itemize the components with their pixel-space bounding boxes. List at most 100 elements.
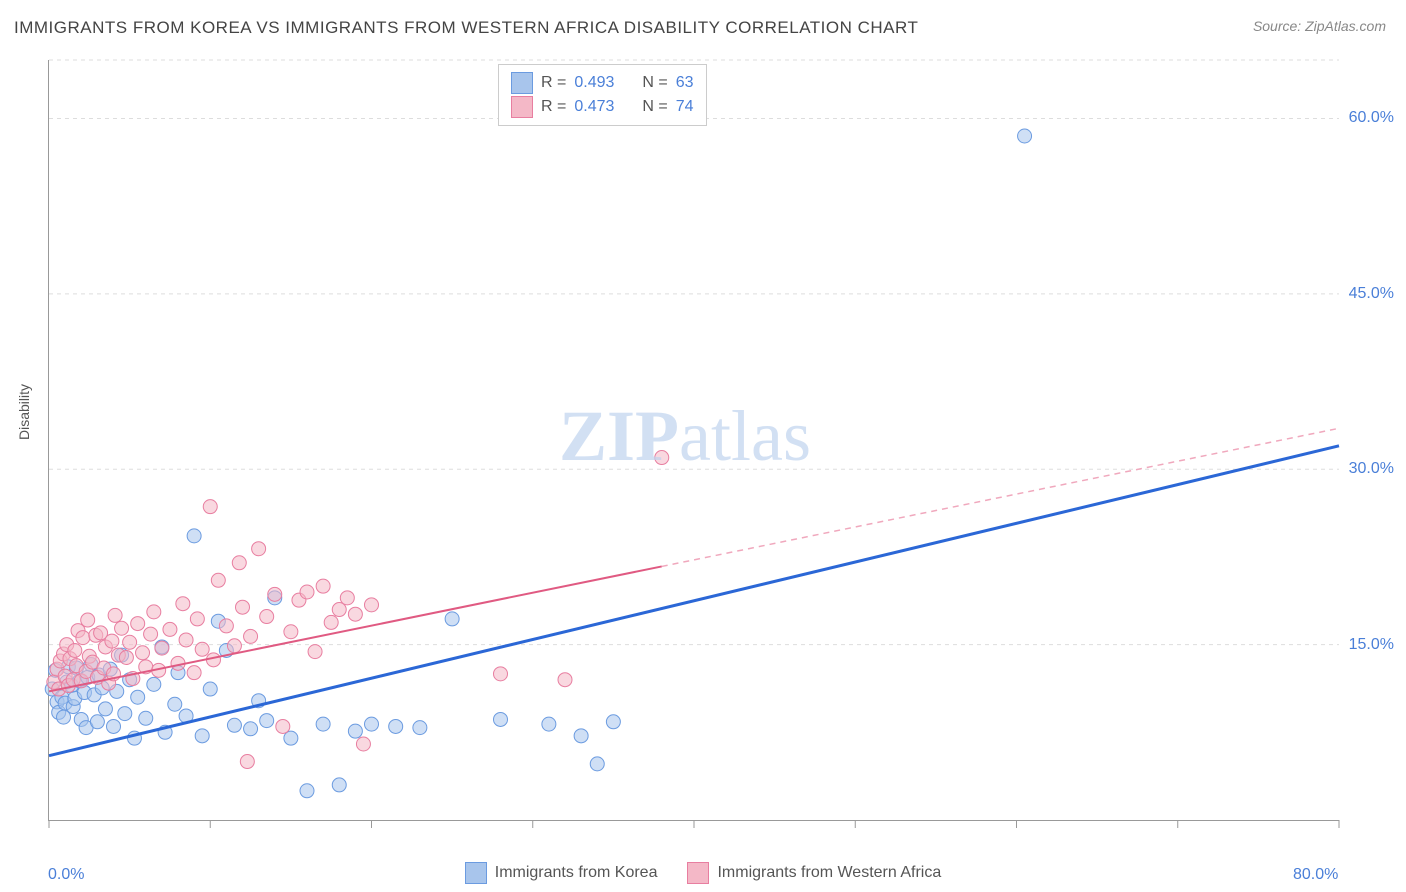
data-point — [107, 719, 121, 733]
data-point — [1018, 129, 1032, 143]
data-point — [389, 719, 403, 733]
data-point — [179, 633, 193, 647]
data-point — [590, 757, 604, 771]
data-point — [155, 641, 169, 655]
data-point — [131, 690, 145, 704]
x-tick-label: 80.0% — [1293, 866, 1338, 884]
trend-line-extrapolated — [662, 428, 1339, 566]
data-point — [232, 556, 246, 570]
y-axis-label: Disability — [16, 384, 32, 440]
data-point — [494, 712, 508, 726]
data-point — [227, 718, 241, 732]
legend-series-item: Immigrants from Korea — [465, 862, 658, 884]
data-point — [119, 650, 133, 664]
data-point — [168, 697, 182, 711]
data-point — [445, 612, 459, 626]
data-point — [308, 645, 322, 659]
data-point — [542, 717, 556, 731]
data-point — [195, 729, 209, 743]
legend-swatch — [511, 72, 533, 94]
legend-series-label: Immigrants from Western Africa — [717, 864, 941, 882]
plot-area: ZIPatlas — [48, 60, 1339, 821]
n-value: 63 — [676, 71, 694, 95]
data-point — [81, 613, 95, 627]
data-point — [187, 666, 201, 680]
data-point — [316, 717, 330, 731]
data-point — [300, 784, 314, 798]
data-point — [211, 573, 225, 587]
y-tick-label: 15.0% — [1349, 636, 1394, 654]
legend-series-label: Immigrants from Korea — [495, 864, 658, 882]
data-point — [655, 451, 669, 465]
data-point — [240, 755, 254, 769]
data-point — [606, 715, 620, 729]
data-point — [356, 737, 370, 751]
legend-series: Immigrants from Korea Immigrants from Wes… — [0, 862, 1406, 884]
r-value: 0.473 — [574, 95, 614, 119]
data-point — [244, 722, 258, 736]
data-point — [413, 721, 427, 735]
data-point — [203, 682, 217, 696]
legend-series-item: Immigrants from Western Africa — [687, 862, 941, 884]
r-label: R = — [541, 95, 566, 119]
y-tick-label: 45.0% — [1349, 285, 1394, 303]
legend-swatch — [511, 96, 533, 118]
data-point — [139, 711, 153, 725]
data-point — [108, 608, 122, 622]
source-label: Source: ZipAtlas.com — [1253, 18, 1386, 34]
data-point — [558, 673, 572, 687]
data-point — [219, 619, 233, 633]
data-point — [195, 642, 209, 656]
x-tick-label: 0.0% — [48, 866, 84, 884]
data-point — [244, 629, 258, 643]
data-point — [105, 634, 119, 648]
data-point — [365, 598, 379, 612]
data-point — [365, 717, 379, 731]
data-point — [190, 612, 204, 626]
legend-correlation: R =0.493N =63R =0.473N =74 — [498, 64, 707, 126]
n-value: 74 — [676, 95, 694, 119]
legend-correlation-row: R = 0.473 N = 74 — [511, 95, 694, 119]
data-point — [187, 529, 201, 543]
data-point — [176, 597, 190, 611]
y-tick-label: 60.0% — [1349, 109, 1394, 127]
data-point — [147, 677, 161, 691]
data-point — [268, 587, 282, 601]
data-point — [90, 715, 104, 729]
data-point — [147, 605, 161, 619]
n-label: N = — [642, 95, 667, 119]
data-point — [574, 729, 588, 743]
data-point — [115, 621, 129, 635]
data-point — [76, 631, 90, 645]
data-point — [260, 610, 274, 624]
data-point — [316, 579, 330, 593]
data-point — [236, 600, 250, 614]
data-point — [284, 625, 298, 639]
data-point — [348, 607, 362, 621]
data-point — [227, 639, 241, 653]
data-point — [332, 778, 346, 792]
data-point — [348, 724, 362, 738]
data-point — [252, 542, 266, 556]
data-point — [98, 702, 112, 716]
legend-swatch — [465, 862, 487, 884]
data-point — [131, 617, 145, 631]
data-point — [276, 719, 290, 733]
r-label: R = — [541, 71, 566, 95]
chart-title: IMMIGRANTS FROM KOREA VS IMMIGRANTS FROM… — [14, 18, 918, 38]
data-point — [144, 627, 158, 641]
legend-swatch — [687, 862, 709, 884]
data-point — [68, 643, 82, 657]
data-point — [118, 707, 132, 721]
data-point — [300, 585, 314, 599]
data-point — [203, 500, 217, 514]
data-point — [260, 714, 274, 728]
legend-correlation-row: R =0.493N =63 — [511, 71, 694, 95]
data-point — [123, 635, 137, 649]
data-point — [324, 615, 338, 629]
n-label: N = — [642, 71, 667, 95]
y-tick-label: 30.0% — [1349, 460, 1394, 478]
chart-svg — [49, 60, 1339, 820]
data-point — [163, 622, 177, 636]
data-point — [494, 667, 508, 681]
